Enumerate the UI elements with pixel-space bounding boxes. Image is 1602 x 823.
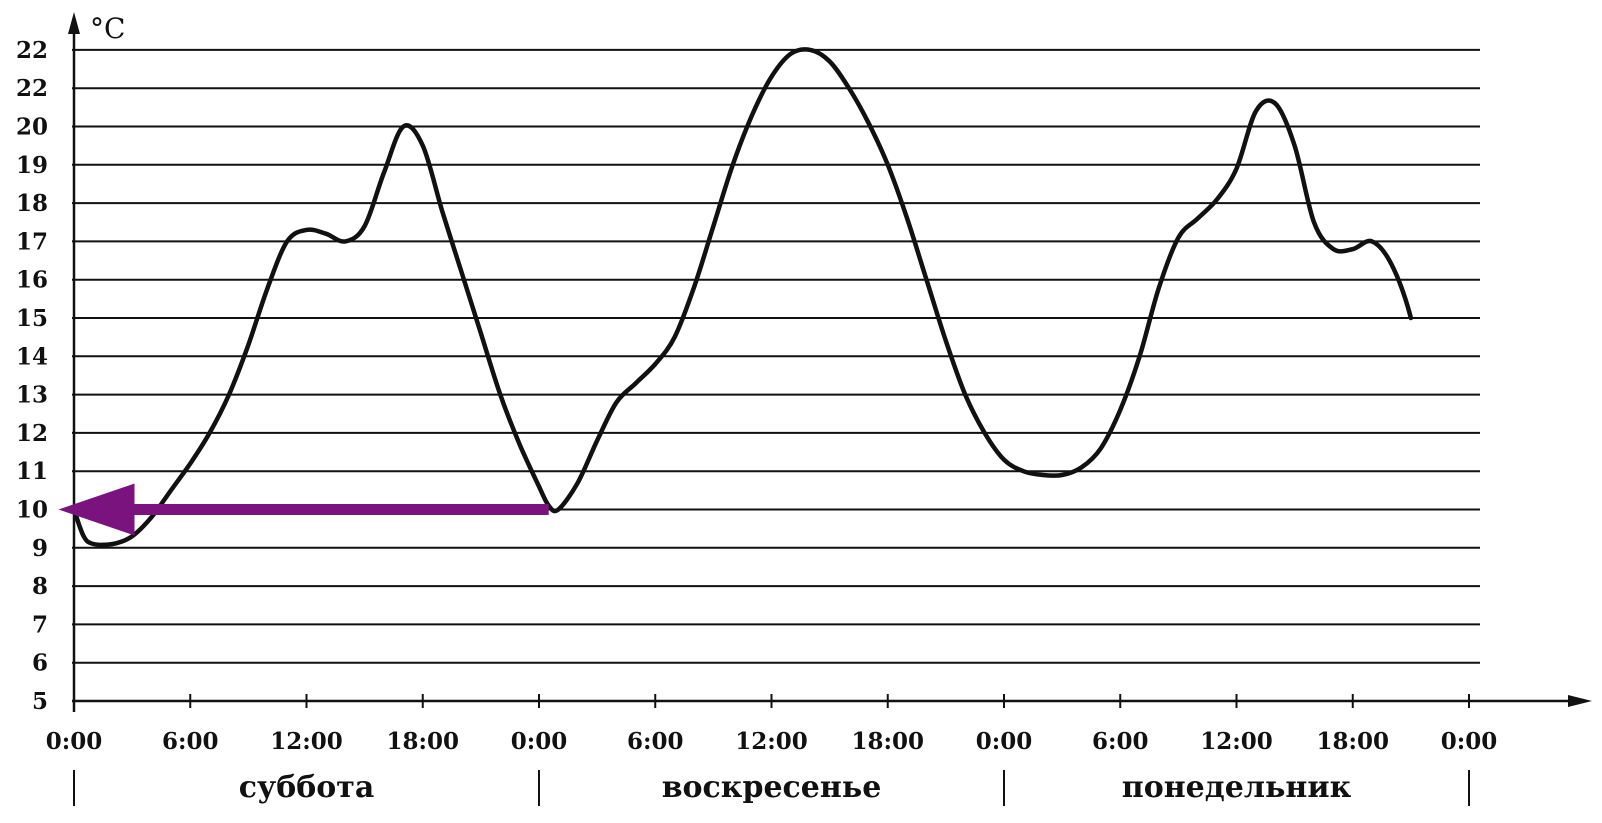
annotation-arrow	[58, 483, 549, 536]
arrow-head-icon	[58, 483, 135, 536]
y-tick-label: 16	[16, 267, 48, 294]
y-tick-label: 6	[32, 650, 48, 677]
y-tick-label: 9	[32, 535, 48, 562]
x-tick-label: 0:00	[976, 728, 1033, 755]
day-label: суббота	[239, 770, 375, 805]
y-tick-label: 10	[16, 497, 48, 524]
axes: °C	[68, 12, 1592, 712]
x-tick-label: 18:00	[851, 728, 924, 755]
x-tick-label: 18:00	[386, 728, 459, 755]
day-label: воскресенье	[662, 770, 882, 805]
y-tick-label: 19	[16, 152, 48, 179]
x-tick-label: 12:00	[735, 728, 808, 755]
y-tick-label: 17	[16, 228, 48, 255]
x-tick-label: 6:00	[162, 728, 219, 755]
x-tick-labels: 0:00 6:00 12:00 18:00 0:00 6:00 12:00 18:00 0:00…	[46, 694, 1498, 755]
x-tick-label: 0:00	[511, 728, 568, 755]
x-tick-label: 0:00	[46, 728, 103, 755]
y-tick-label: 15	[16, 305, 48, 332]
day-labels: суббота воскресенье понедельник	[73, 770, 1470, 806]
y-tick-label: 5	[32, 688, 48, 715]
temperature-line	[71, 47, 1414, 548]
x-tick-label: 6:00	[627, 728, 684, 755]
x-tick-label: 12:00	[1200, 728, 1273, 755]
y-tick-label: 8	[32, 573, 48, 600]
y-tick-label: 12	[16, 420, 48, 447]
y-axis-arrow-icon	[68, 12, 80, 34]
grid-lines	[72, 48, 1480, 664]
y-tick-labels: 5 6 7 8 9 10 11 12 13 14 15 16 17 18 19 20 22 22	[16, 37, 48, 715]
y-tick-label: 13	[16, 382, 48, 409]
x-tick-label: 0:00	[1441, 728, 1498, 755]
x-axis-arrow-icon	[1568, 695, 1592, 707]
x-tick-label: 6:00	[1092, 728, 1149, 755]
day-label: понедельник	[1122, 770, 1352, 805]
x-tick-label: 12:00	[270, 728, 343, 755]
x-tick-label: 18:00	[1316, 728, 1389, 755]
y-tick-label: 22	[16, 37, 48, 64]
y-tick-label: 20	[16, 114, 48, 141]
y-tick-label: 14	[16, 343, 48, 370]
y-tick-label: 11	[16, 458, 48, 485]
y-tick-label: 7	[32, 611, 48, 638]
y-unit-label: °C	[90, 12, 125, 45]
temperature-series	[71, 47, 1414, 548]
y-tick-label: 18	[16, 190, 48, 217]
y-tick-label: 22	[16, 75, 48, 102]
